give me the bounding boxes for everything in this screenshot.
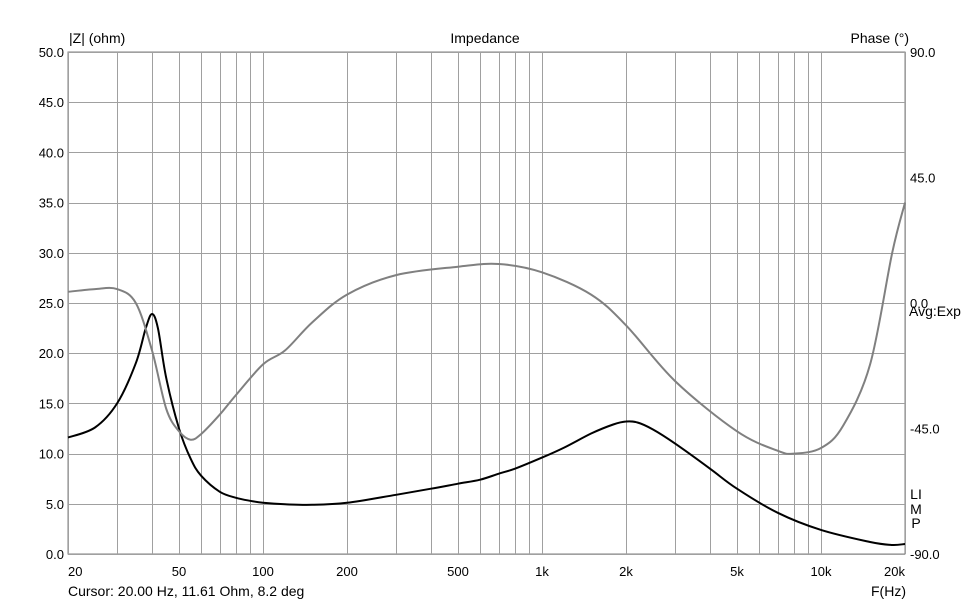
y-tick-label-left: 5.0 [46,497,64,512]
y-tick-label-left: 45.0 [39,95,64,110]
y-tick-label-left: 0.0 [46,547,64,562]
y-tick-label-left: 25.0 [39,296,64,311]
y-tick-label-right: 90.0 [910,45,935,60]
x-tick-label: 20 [68,564,82,579]
y-axis-label-left: |Z| (ohm) [69,30,126,46]
phase-curve [67,202,906,455]
y-tick-label-right: 0.0 [910,296,928,311]
x-tick-label: 2k [619,564,633,579]
y-axis-label-right: Phase (°) [850,30,909,46]
x-tick-label: 5k [730,564,744,579]
y-tick-label-left: 35.0 [39,196,64,211]
y-tick-label-right: 45.0 [910,171,935,186]
x-tick-label: 100 [252,564,274,579]
x-tick-label: 200 [336,564,358,579]
averaging-label: Avg:Exp [909,303,961,319]
x-tick-label: 50 [172,564,186,579]
y-tick-label-right: -90.0 [910,547,940,562]
x-tick-label: 20k [884,564,905,579]
y-tick-label-left: 50.0 [39,45,64,60]
x-tick-label: 10k [811,564,832,579]
x-tick-label: 500 [447,564,469,579]
y-tick-label-left: 15.0 [39,396,64,411]
x-axis-label: F(Hz) [871,583,906,599]
x-tick-label: 1k [535,564,549,579]
y-tick-label-left: 20.0 [39,346,64,361]
cursor-readout: Cursor: 20.00 Hz, 11.61 Ohm, 8.2 deg [68,583,305,599]
y-tick-label-left: 30.0 [39,246,64,261]
y-tick-label-left: 40.0 [39,145,64,160]
impedance-curve [67,313,906,547]
y-tick-label-left: 10.0 [39,447,64,462]
chart-title: Impedance [450,30,520,46]
limp-label: LIMP [910,486,922,531]
y-tick-label-right: -45.0 [910,422,940,437]
